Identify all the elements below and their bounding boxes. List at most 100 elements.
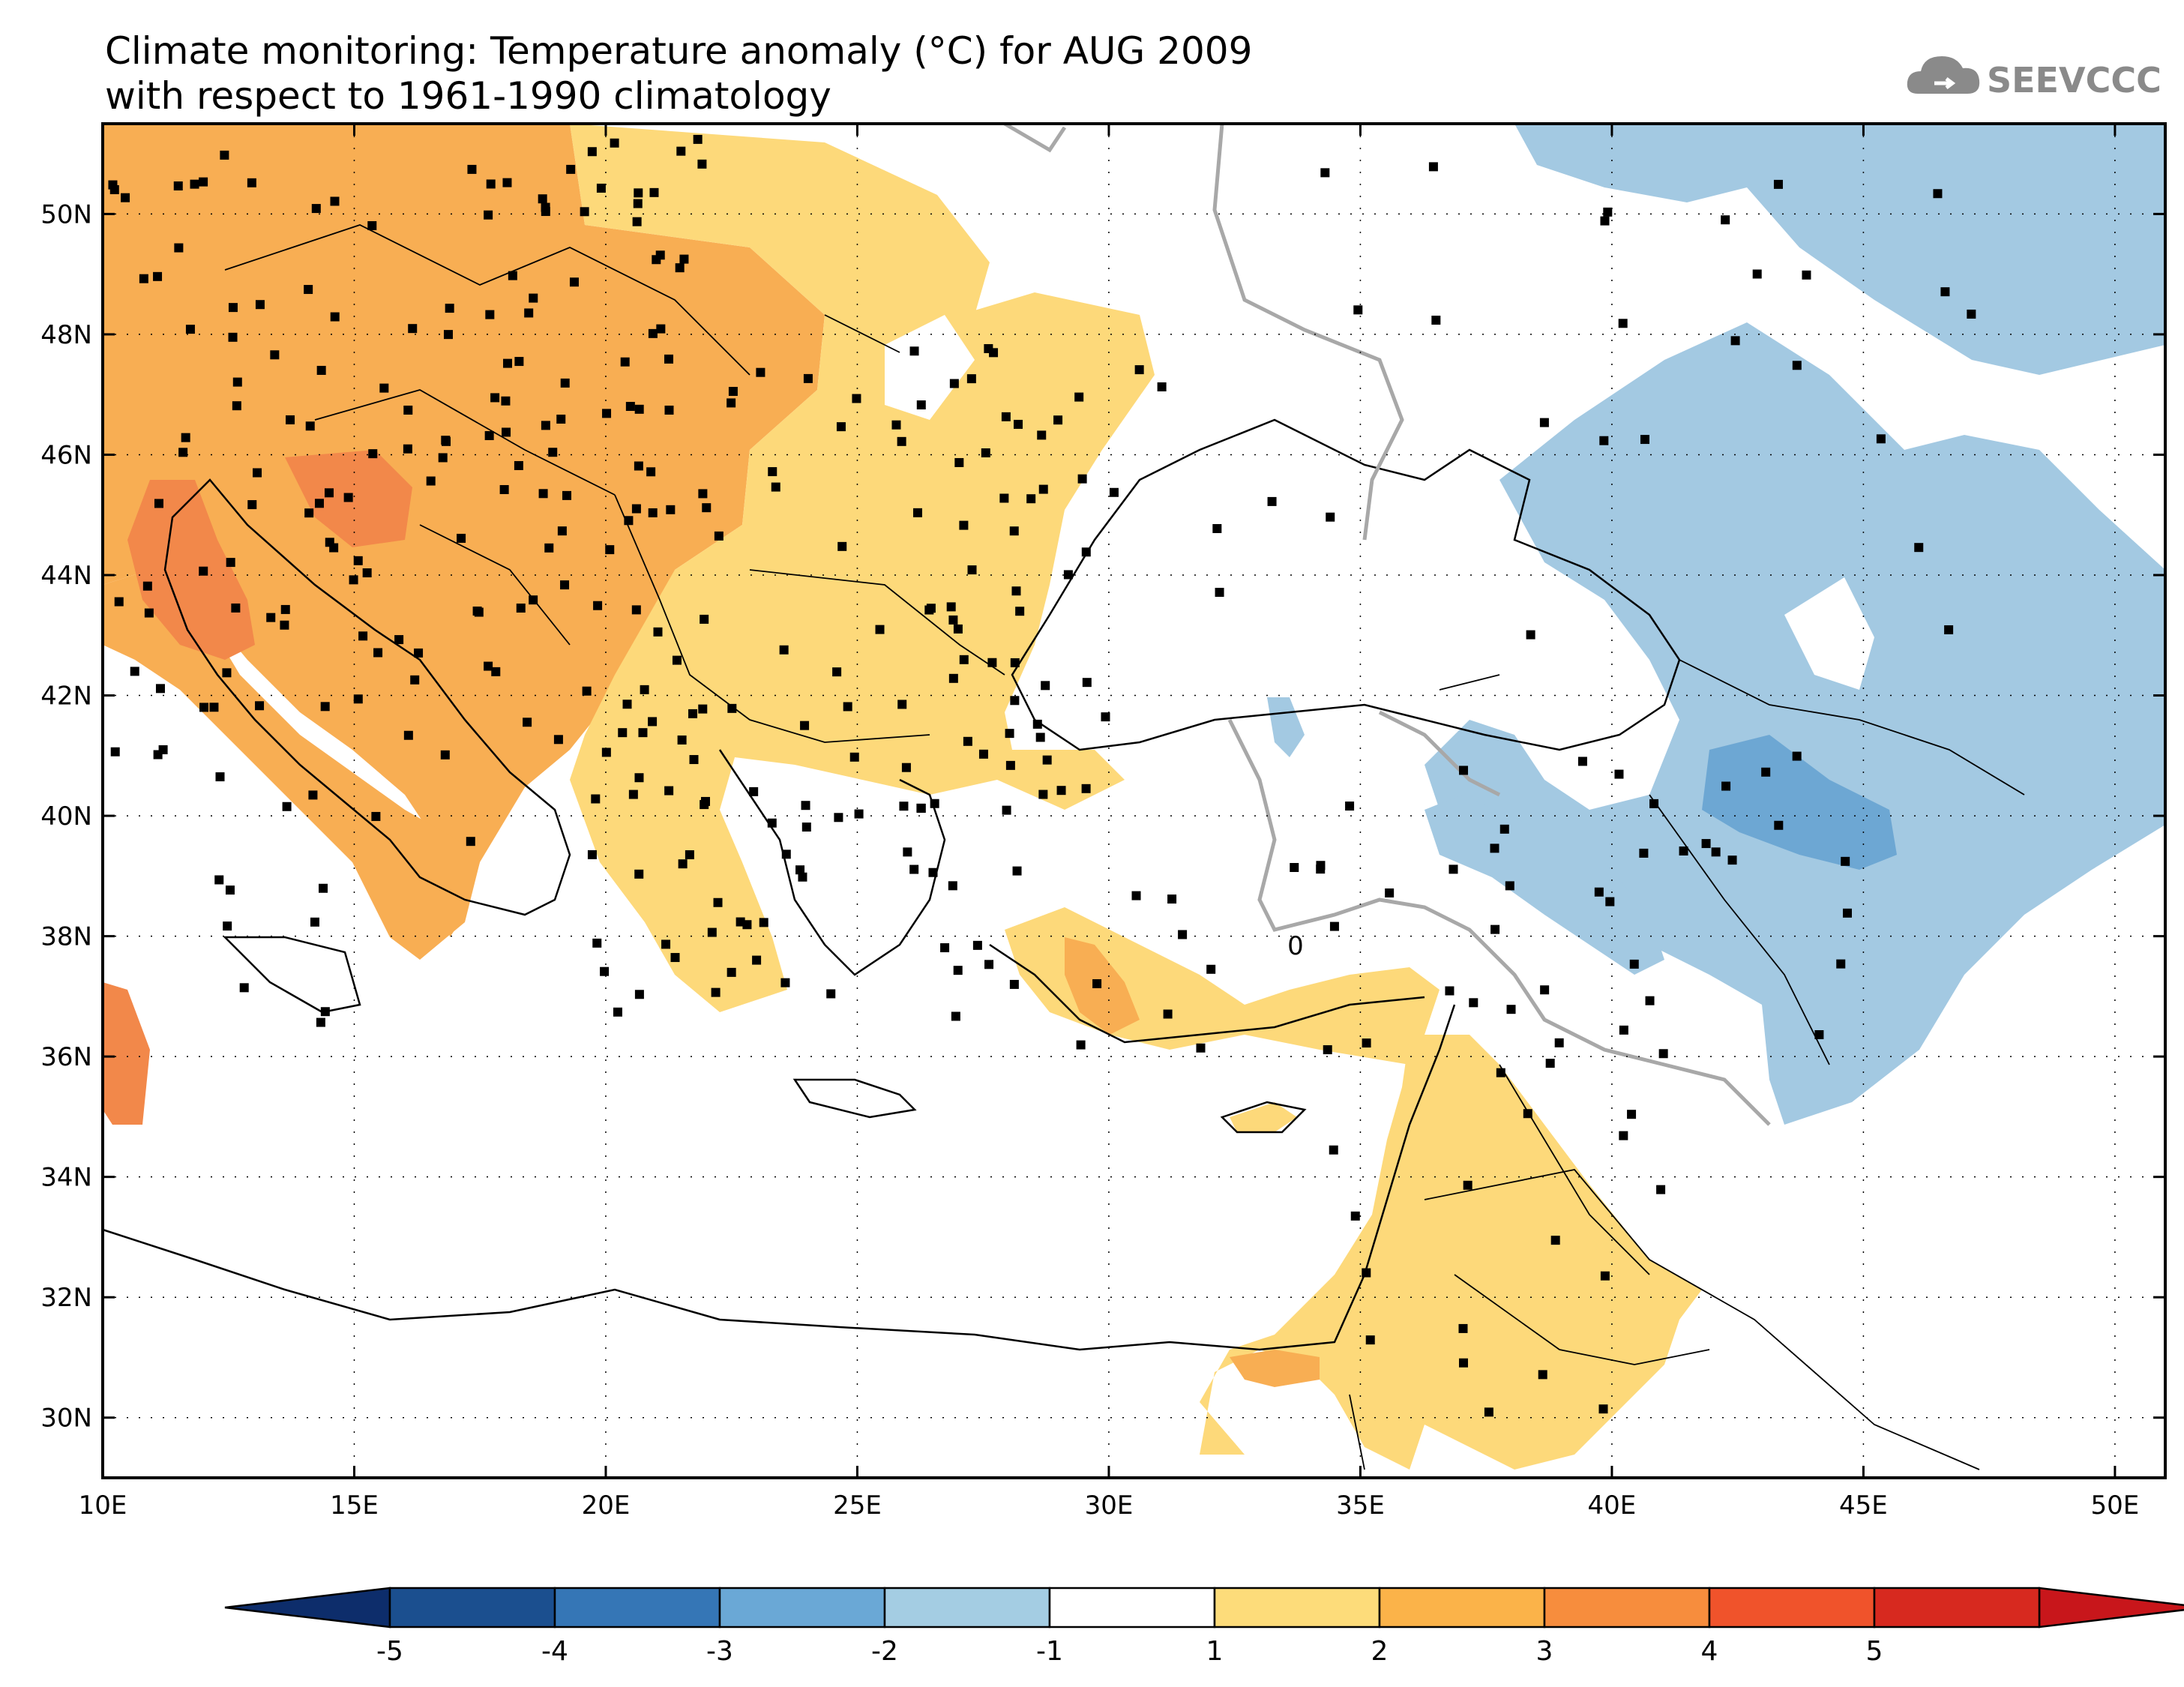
station-marker [255,300,265,310]
station-marker [633,199,643,208]
zero-contour-east [1378,710,1501,797]
station-marker [837,541,847,551]
station-marker [714,531,724,541]
anomaly-fields [103,124,2165,1470]
station-marker [634,869,644,879]
station-marker [580,207,589,217]
station-marker [832,667,842,677]
station-marker [1005,760,1015,770]
station-marker [541,202,550,212]
station-marker [678,859,688,869]
station-marker [1645,996,1655,1005]
station-marker [199,177,208,187]
station-marker [875,625,885,634]
lon-tick-label: 40E [1588,1491,1637,1521]
colorbar-segment [1048,1587,1216,1629]
station-marker [648,508,658,517]
station-marker [634,990,644,999]
station-marker [362,568,372,578]
station-marker [1063,570,1073,580]
station-marker [984,343,993,353]
station-marker [664,354,674,364]
station-marker [951,1011,960,1021]
station-marker [305,421,315,431]
station-marker [1944,625,1954,634]
station-marker [1012,866,1022,876]
anomaly-field-1-2-balkans [570,124,1155,1012]
station-marker [1679,846,1688,855]
station-marker [457,533,466,543]
title-line-1: Climate monitoring: Temperature anomaly … [105,29,1253,73]
station-marker [768,467,777,477]
title-line-2: with respect to 1961-1990 climatology [105,74,831,118]
station-marker [909,864,919,874]
station-marker [698,489,708,499]
station-marker [349,575,358,585]
station-marker [781,849,791,859]
station-marker [486,179,496,189]
station-marker [1639,848,1649,858]
station-marker [587,849,597,859]
station-marker [1545,1059,1555,1068]
station-marker [1267,496,1277,506]
lat-tick-label: 30N [40,1404,92,1434]
station-marker [901,763,911,772]
colorbar-segment [1873,1587,2041,1629]
station-marker [485,310,495,319]
station-marker [466,837,475,846]
station-marker [228,332,238,342]
station-marker [403,444,412,454]
station-marker [367,220,377,230]
station-marker [319,883,328,893]
station-marker [803,373,813,383]
zero-contour [1003,124,1771,1126]
station-marker [1365,1335,1375,1345]
station-marker [801,801,810,811]
station-marker [438,453,448,463]
station-marker [854,809,864,819]
zero-contour-north [1003,124,1404,541]
adriatic-coast [163,478,571,916]
station-marker [1428,162,1438,172]
station-marker [1109,487,1119,497]
station-marker [959,655,969,664]
station-marker [524,308,534,318]
colorbar: -5 -4 -3 -2 -1 1 2 3 4 5 [224,1587,2184,1667]
station-marker [728,387,738,397]
lon-tick-label: 30E [1085,1491,1134,1521]
station-marker [652,255,661,265]
station-marker [613,1007,622,1017]
station-marker [286,415,295,424]
station-marker [648,717,658,727]
station-marker [648,328,658,338]
station-marker [1841,856,1850,866]
station-marker [226,558,235,568]
station-marker [1014,419,1023,429]
station-marker [484,210,493,220]
station-marker [343,493,353,502]
station-marker [1727,855,1737,865]
station-marker [501,396,511,406]
station-marker [1458,1358,1468,1368]
station-marker [174,243,184,253]
station-marker [836,422,846,432]
station-marker [1614,769,1624,779]
station-marker [1010,658,1020,667]
station-marker [1329,921,1339,931]
lat-tick-label: 44N [40,561,92,591]
lat-tick-label: 42N [40,682,92,712]
station-marker [779,645,789,655]
station-marker [1523,1109,1532,1119]
borders [224,224,2025,1470]
colorbar-label: -3 [706,1636,733,1667]
station-marker [727,703,737,713]
colorbar-segment [718,1587,886,1629]
station-marker [1792,361,1802,370]
station-marker [897,700,907,709]
anomaly-field-2-3-anatolia [1065,937,1140,1035]
station-marker [826,989,836,999]
station-marker [1032,719,1042,729]
station-marker [954,457,964,467]
lat-tick-label: 50N [40,199,92,229]
station-marker [1005,729,1014,739]
